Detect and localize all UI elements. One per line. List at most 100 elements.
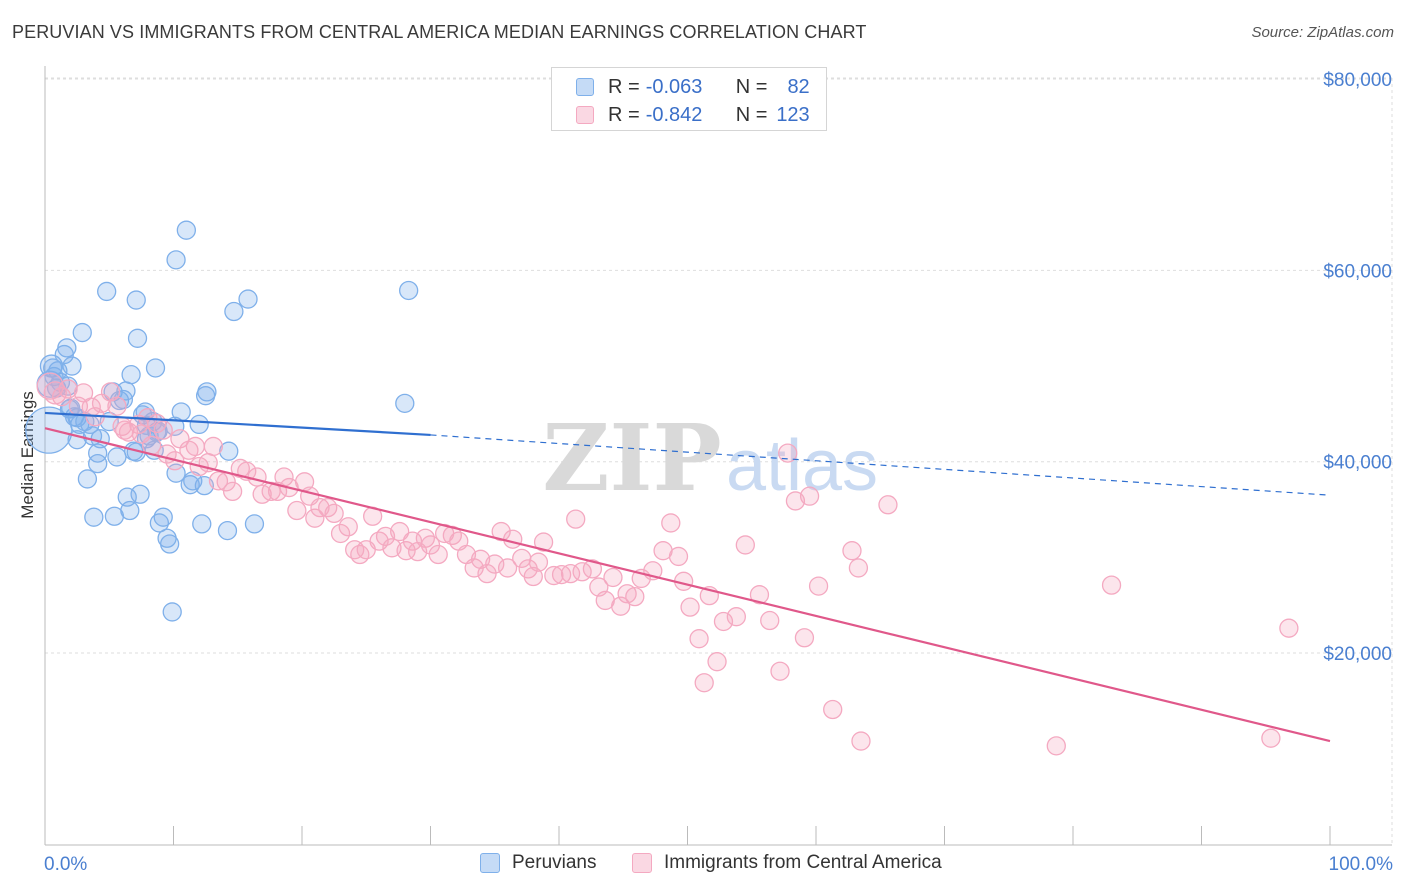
- legend-item-peruvians[interactable]: Peruvians: [480, 852, 597, 874]
- legend-n-label: N =: [735, 103, 768, 126]
- central-america-point: [694, 673, 714, 693]
- peruvians-point: [399, 280, 419, 301]
- peruvians-point: [72, 322, 92, 343]
- axes: [44, 66, 1392, 846]
- peruvians-point: [90, 429, 110, 449]
- peruvians-point: [217, 520, 238, 541]
- peruvians-point: [107, 447, 127, 467]
- peruvians-point: [62, 356, 82, 376]
- chart-title: PERUVIAN VS IMMIGRANTS FROM CENTRAL AMER…: [12, 22, 867, 42]
- legend-swatch-central-america: [576, 106, 594, 124]
- central-america-point: [770, 661, 790, 681]
- peruvians-trend-line: [44, 411, 431, 437]
- central-america-point: [1046, 736, 1066, 756]
- central-america-point: [842, 541, 862, 561]
- central-america-point: [625, 586, 645, 607]
- peruvians-point: [88, 453, 108, 474]
- peruvians-trend-extension: [430, 434, 1331, 496]
- central-america-point: [1279, 618, 1299, 638]
- central-america-point: [823, 699, 843, 720]
- central-america-point: [582, 559, 603, 579]
- watermark: ZIP atlas: [542, 404, 878, 512]
- central-america-point: [428, 544, 448, 565]
- peruvians-point: [244, 514, 265, 534]
- central-america-point: [668, 546, 689, 567]
- central-america-point: [420, 535, 441, 555]
- watermark-atlas: atlas: [726, 426, 878, 506]
- central-america-point: [153, 420, 173, 440]
- central-america-point: [603, 567, 623, 588]
- central-america-point: [808, 576, 829, 596]
- central-america-point: [503, 529, 523, 549]
- series-legend: Peruvians Immigrants from Central Americ…: [0, 852, 1406, 878]
- legend-r-label: R =: [608, 103, 640, 126]
- central-america-point: [851, 731, 871, 751]
- watermark-zip: ZIP: [542, 404, 721, 512]
- central-america-point: [611, 596, 631, 616]
- y-tick-label: $20,000: [1323, 644, 1392, 665]
- central-america-point: [58, 379, 78, 399]
- peruvians-point: [77, 469, 98, 489]
- peruvians-point: [120, 500, 140, 521]
- peruvians-point: [224, 301, 244, 322]
- peruvians-point: [121, 365, 141, 385]
- legend-row-peruvians: R = -0.063 N = 82: [552, 73, 810, 101]
- central-america-point: [760, 610, 780, 631]
- peruvians-point: [197, 382, 217, 402]
- legend-label-peruvians: Peruvians: [512, 852, 597, 873]
- central-america-point: [544, 565, 564, 586]
- legend-r-label: R =: [608, 75, 640, 98]
- y-tick-labels: $20,000 $40,000 $60,000 $80,000: [1323, 70, 1392, 665]
- central-america-point: [497, 558, 518, 578]
- legend-r-value: -0.063: [645, 75, 703, 98]
- peruvians-point: [97, 281, 117, 302]
- peruvians-point: [57, 338, 77, 358]
- central-america-point: [848, 558, 869, 578]
- correlation-legend: R = -0.063 N = 82 R = -0.842 N = 123: [551, 67, 827, 131]
- x-tick-labels: 0.0% 100.0%: [44, 854, 1393, 875]
- y-tick-label: $60,000: [1323, 261, 1392, 282]
- central-america-point: [689, 629, 709, 649]
- central-america-point: [305, 508, 325, 528]
- central-america-point: [680, 597, 700, 617]
- peruvians-point: [159, 534, 180, 554]
- central-america-point: [222, 481, 243, 502]
- peruvians-point: [192, 514, 212, 534]
- central-america-trend-line: [44, 427, 1331, 743]
- y-tick-label: $80,000: [1323, 70, 1392, 91]
- peruvians-point: [395, 393, 415, 414]
- central-america-point: [330, 523, 351, 544]
- central-america-point: [661, 513, 681, 533]
- legend-item-central-america[interactable]: Immigrants from Central America: [632, 852, 942, 874]
- peruvians-point: [127, 328, 148, 348]
- peruvians-point: [219, 441, 239, 461]
- peruvians-point: [162, 602, 182, 622]
- peruvians-point: [126, 290, 146, 310]
- central-america-point: [533, 532, 554, 552]
- peruvians-point: [171, 402, 191, 422]
- legend-n-value: 123: [776, 103, 810, 126]
- central-america-point: [778, 443, 798, 463]
- legend-n-label: N =: [735, 75, 768, 98]
- legend-swatch-central-america: [632, 853, 652, 873]
- central-america-point: [1261, 728, 1281, 748]
- peruvians-point: [145, 358, 166, 378]
- central-america-point: [247, 467, 267, 487]
- legend-swatch-peruvians: [576, 78, 594, 96]
- peruvians-point: [189, 414, 209, 435]
- central-america-point: [338, 517, 358, 537]
- central-america-point: [52, 387, 72, 407]
- central-america-point: [382, 538, 402, 558]
- peruvians-point: [153, 507, 173, 527]
- central-america-point: [185, 436, 205, 457]
- central-america-point: [617, 584, 637, 604]
- legend-r-value: -0.842: [645, 103, 703, 126]
- central-america-point: [390, 521, 410, 542]
- central-america-point: [310, 497, 330, 518]
- central-america-point: [107, 396, 127, 416]
- central-america-point: [324, 503, 344, 524]
- central-america-point: [726, 607, 746, 627]
- peruvians-point: [130, 484, 150, 504]
- x-tick-label-start: 0.0%: [44, 854, 87, 875]
